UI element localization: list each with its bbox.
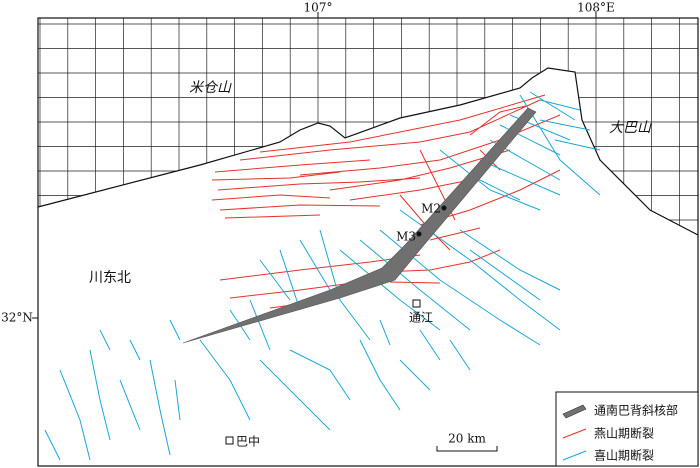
mountain-label: 大巴山 — [609, 120, 652, 136]
legend-label: 燕山期断裂 — [594, 426, 654, 441]
lat-label: 32°N — [1, 311, 33, 325]
legend-swatch — [562, 450, 587, 461]
region-label: 川东北 — [89, 270, 131, 286]
sample-label: M3 — [396, 230, 416, 244]
city-marker — [412, 299, 421, 308]
city-marker — [225, 436, 234, 445]
yanshan-faults — [211, 94, 561, 309]
sample-point — [416, 231, 422, 237]
city-label: 通江 — [409, 311, 433, 325]
legend-swatch — [562, 404, 587, 419]
lon-label: 108°E — [577, 1, 615, 15]
lon-label: 107° — [304, 1, 333, 15]
basin-boundary — [37, 67, 699, 236]
city-label: 巴中 — [236, 434, 260, 449]
sample-point — [441, 205, 447, 211]
legend-swatch — [562, 428, 587, 439]
sample-label: M2 — [421, 202, 441, 216]
anticline-core — [182, 107, 537, 344]
map-frame — [37, 17, 699, 467]
legend-label: 通南巴背斜核部 — [594, 403, 678, 418]
xishan-faults — [44, 91, 601, 461]
mountain-label: 米仓山 — [189, 80, 232, 96]
legend-label: 喜山期断裂 — [594, 448, 654, 463]
scale-bar — [436, 446, 498, 452]
scale-label: 20 km — [448, 432, 486, 446]
graticule — [38, 18, 698, 235]
